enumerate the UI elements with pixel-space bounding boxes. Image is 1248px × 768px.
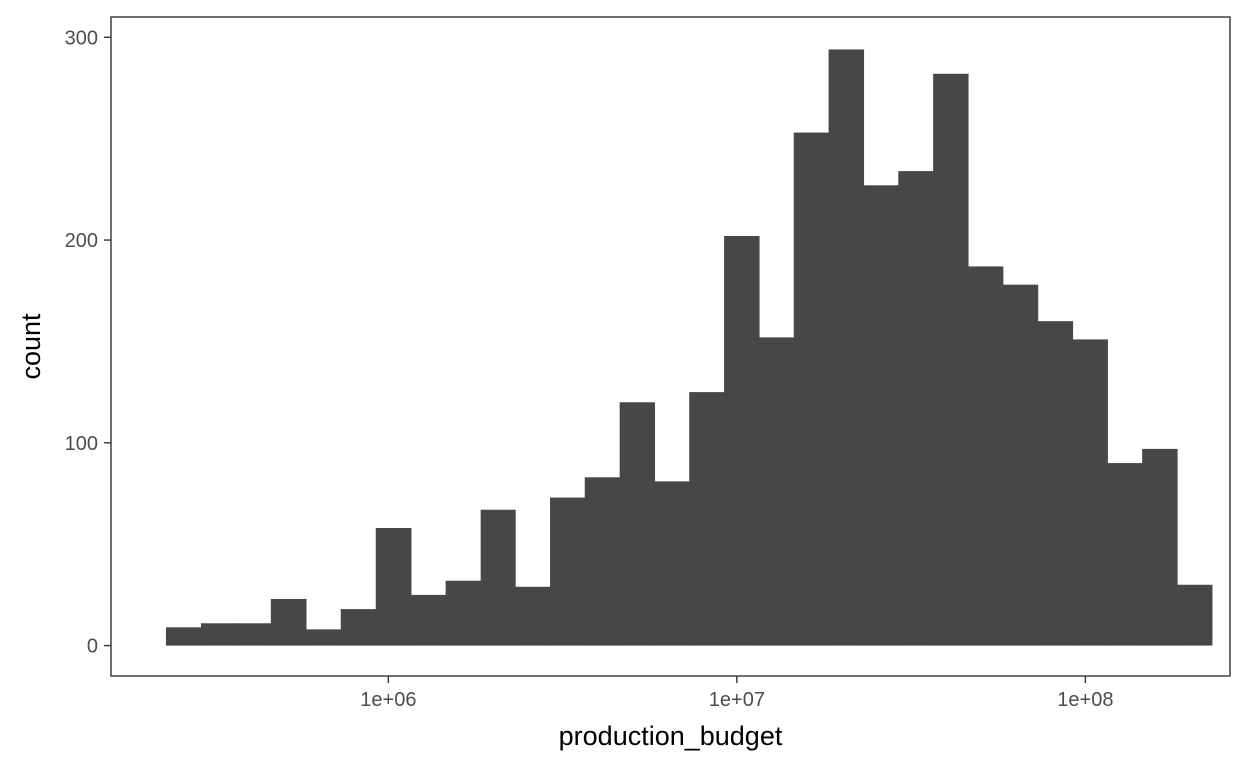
histogram-bar-12	[584, 477, 621, 646]
histogram-bars	[165, 49, 1213, 646]
histogram-bar-0	[165, 627, 202, 646]
plot-panel-border	[110, 16, 1231, 677]
x-tick-label-0: 1e+06	[360, 689, 416, 711]
histogram-bar-16	[724, 235, 760, 646]
histogram-bar-27	[1107, 463, 1143, 646]
histogram-bar-9	[480, 509, 516, 646]
histogram-bar-2	[237, 623, 272, 646]
histogram-bar-23	[967, 266, 1004, 646]
histogram-bar-5	[340, 609, 377, 646]
histogram-bar-20	[863, 185, 899, 646]
histogram-bar-1	[201, 623, 239, 646]
histogram-bar-21	[898, 171, 934, 646]
histogram-bar-29	[1177, 584, 1213, 646]
histogram-bar-10	[515, 586, 551, 646]
y-tick-label-0: 0	[87, 636, 98, 658]
x-tick-label-2: 1e+08	[1057, 689, 1113, 711]
histogram-bar-15	[689, 392, 725, 646]
histogram-bar-6	[375, 527, 412, 646]
x-axis: 1e+06 1e+07 1e+08	[360, 676, 1113, 711]
histogram-bar-25	[1037, 321, 1074, 646]
histogram-bar-14	[654, 481, 690, 646]
y-axis: 0 100 200 300	[65, 27, 111, 658]
histogram-bar-11	[550, 497, 586, 646]
y-tick-label-3: 300	[65, 27, 98, 49]
x-axis-title: production_budget	[559, 721, 783, 751]
histogram-bar-3	[270, 598, 307, 646]
y-tick-label-2: 200	[65, 230, 98, 252]
histogram-bar-24	[1002, 284, 1039, 646]
y-tick-label-1: 100	[65, 433, 98, 455]
histogram-bar-4	[305, 629, 342, 646]
histogram-bar-28	[1142, 448, 1178, 646]
histogram-bar-19	[828, 49, 865, 646]
histogram-bar-13	[619, 402, 656, 646]
histogram-bar-26	[1072, 339, 1108, 646]
histogram-bar-7	[410, 594, 447, 646]
y-axis-title: count	[16, 313, 46, 380]
histogram-bar-18	[793, 132, 830, 646]
histogram-bar-8	[445, 580, 482, 646]
x-tick-label-1: 1e+07	[709, 689, 765, 711]
histogram-bar-22	[933, 73, 969, 646]
histogram-bar-17	[758, 337, 795, 646]
